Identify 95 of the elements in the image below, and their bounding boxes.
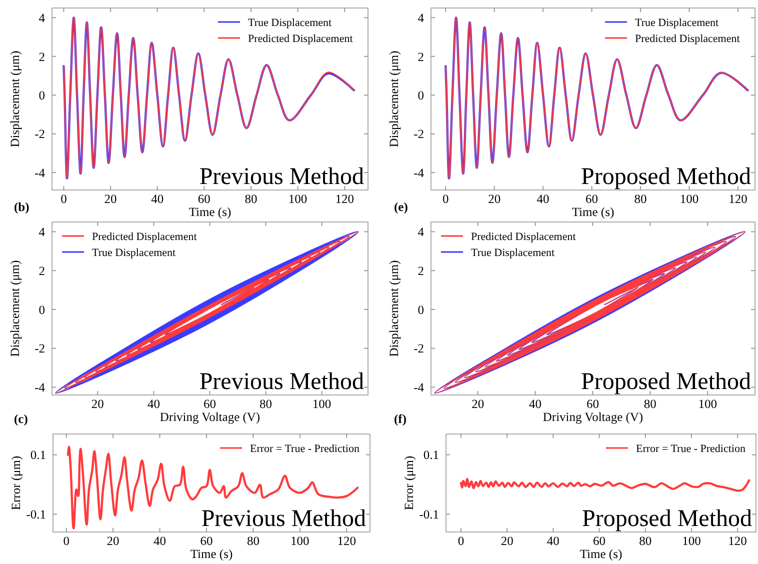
legend-label: Predicted Displacement [92,230,197,243]
x-axis-title: Driving Voltage (V) [542,410,644,424]
x-axis-title: Time (s) [580,547,622,561]
y-tick-label: -4 [414,166,425,180]
y-tick-label: 0 [418,88,424,103]
y-axis-title: Displacement (μm) [387,50,401,148]
x-axis-title: Time (s) [190,547,233,561]
x-tick-label: 40 [529,397,542,411]
y-tick-label: -4 [34,380,46,395]
y-axis-title: Displacement (μm) [8,260,22,357]
x-tick-label: 80 [644,397,656,411]
x-tick-label: 20 [104,192,117,206]
x-tick-label: 40 [154,534,166,548]
legend-label: Predicted Displacement [635,32,740,45]
x-tick-label: 20 [500,534,514,548]
annotation: Previous Method [201,506,366,532]
text: (b) [14,200,30,214]
legend-label: True Displacement [635,16,719,29]
annotation: Proposed Method [581,164,751,190]
x-tick-label: 0 [442,192,449,206]
y-tick-label: 4 [418,11,425,26]
x-tick-label: 80 [244,192,258,206]
x-tick-label: 0 [60,192,67,206]
annotation: Previous Method [199,369,364,395]
x-tick-label: 60 [203,397,216,411]
x-tick-label: 60 [586,397,599,411]
x-tick-label: 40 [546,534,560,548]
x-tick-label: 80 [639,534,652,548]
x-tick-label: 100 [680,192,699,206]
legend-label: True Displacement [92,246,176,259]
y-tick-label: 4 [418,225,425,240]
x-tick-label: 120 [728,192,748,206]
y-axis-title: Displacement (μm) [387,260,401,357]
x-tick-label: 20 [91,397,104,411]
legend-label: Predicted Displacement [248,32,353,45]
y-tick-label: 2 [418,50,424,64]
text: (e) [394,200,408,214]
x-tick-label: 20 [488,192,501,206]
x-tick-label: 120 [728,534,747,548]
y-tick-label: -2 [34,127,45,142]
y-tick-label: -2 [414,127,424,142]
annotation: Previous Method [199,164,364,190]
y-tick-label: -0.1 [26,508,46,522]
legend-label: True Displacement [248,16,332,29]
legend-label: Predicted Displacement [471,230,576,243]
y-tick-label: 0 [38,88,45,103]
x-tick-label: 60 [593,534,606,548]
y-tick-label: 4 [38,11,46,26]
x-tick-label: 120 [337,534,356,548]
line-series [460,478,750,492]
x-tick-label: 20 [472,397,484,411]
x-axis-title: Time (s) [188,205,232,219]
text: (c) [14,412,28,426]
legend-label: True Displacement [471,246,555,259]
y-axis-title: Error (μm) [9,456,23,510]
y-tick-label: 0 [418,302,424,317]
y-tick-label: -2 [414,342,424,356]
text: (f) [394,412,406,426]
x-tick-label: 120 [335,192,354,206]
x-tick-label: 80 [634,192,647,206]
y-tick-label: -4 [34,166,46,180]
x-tick-label: 40 [536,192,550,206]
y-tick-label: -2 [34,342,45,356]
y-tick-label: 2 [418,264,424,278]
x-tick-label: 80 [246,534,260,548]
x-tick-label: 0 [458,534,464,548]
x-tick-label: 20 [106,534,120,548]
x-tick-label: 100 [312,397,332,411]
y-tick-label: 2 [38,50,45,64]
legend-label: Error = True - Prediction [250,442,360,455]
x-tick-label: 60 [200,534,213,548]
x-tick-label: 60 [198,192,210,206]
y-tick-label: 4 [38,225,46,240]
x-tick-label: 100 [290,534,310,548]
y-tick-label: 0 [38,302,45,317]
y-axis-title: Displacement (μm) [8,50,22,148]
x-tick-label: 100 [698,397,717,411]
y-tick-label: -4 [414,380,425,395]
annotation: Proposed Method [581,369,751,395]
legend-label: Error = True - Prediction [636,442,746,455]
y-tick-label: 0.1 [30,448,46,462]
x-tick-label: 100 [288,192,308,206]
y-axis-title: Error (μm) [402,456,416,510]
annotation: Proposed Method [582,506,752,532]
y-tick-label: -0.1 [419,508,439,522]
x-tick-label: 40 [147,397,160,411]
x-axis-title: Time (s) [572,205,614,219]
x-tick-label: 60 [586,192,598,206]
x-tick-label: 0 [63,534,70,548]
x-tick-label: 40 [151,192,164,206]
y-tick-label: 2 [38,264,45,278]
x-axis-title: Driving Voltage (V) [160,410,260,424]
x-tick-label: 100 [682,534,701,548]
x-tick-label: 80 [260,397,272,411]
y-tick-label: 0.1 [423,448,439,462]
